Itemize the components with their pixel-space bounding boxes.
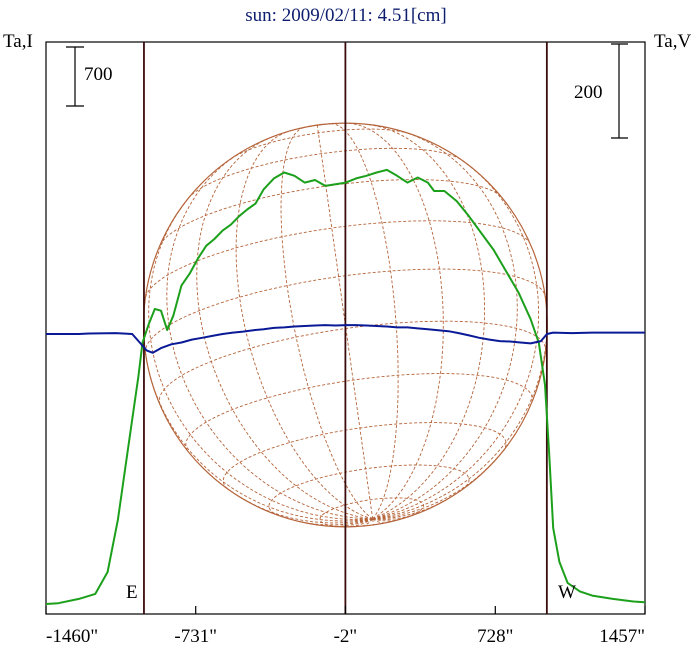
longitude-line: [301, 518, 373, 526]
latitude-line: [144, 268, 546, 354]
longitude-line: [372, 518, 385, 524]
longitude-line: [330, 123, 399, 520]
x-tick-label: -731": [174, 626, 217, 647]
x-tick-label: -1460": [46, 626, 98, 647]
longitude-line: [347, 518, 373, 528]
longitude-line: [348, 122, 444, 520]
left-axis-label: Ta,I: [3, 31, 33, 52]
west-limb-label: W: [558, 582, 576, 603]
latitude-line: [222, 422, 507, 490]
longitude-line: [372, 518, 400, 522]
longitude-line: [166, 151, 373, 520]
longitude-line: [145, 353, 373, 522]
longitude-line: [196, 138, 373, 520]
longitude-line: [372, 518, 374, 525]
chart-title: sun: 2009/02/11: 4.51[cm]: [245, 5, 446, 26]
longitude-line: [372, 501, 443, 520]
longitude-line: [362, 518, 374, 527]
longitude-line: [280, 126, 373, 520]
longitude-line: [329, 518, 373, 527]
x-tick-label: 1457": [599, 626, 645, 647]
latitude-line: [298, 122, 337, 130]
right-scale-bar-label: 200: [574, 82, 603, 103]
intensity-series-line: [45, 168, 646, 605]
x-tick-label: 728": [477, 626, 513, 647]
left-scale-bar-label: 700: [84, 64, 113, 85]
longitude-line: [372, 513, 417, 520]
left-scale-bar: [66, 46, 84, 107]
right-scale-bar: [611, 43, 628, 139]
latitude-line: [185, 373, 533, 451]
longitude-line: [148, 197, 373, 520]
latitude-line: [145, 220, 531, 298]
longitude-line: [372, 296, 548, 520]
solar-disk: [142, 122, 548, 528]
x-tick-label: -2": [334, 626, 358, 647]
longitude-line: [235, 131, 373, 520]
longitude-line: [372, 459, 497, 520]
longitude-line: [237, 495, 373, 524]
longitude-line: [372, 129, 518, 520]
latitude-line: [268, 464, 470, 517]
latitude-line: [187, 147, 462, 199]
latitude-line: [159, 179, 503, 246]
longitude-line: [372, 159, 540, 520]
longitude-line: [368, 124, 486, 520]
latitude-line: [230, 128, 410, 159]
polarization-series-line: [46, 324, 645, 354]
data-series: [45, 168, 646, 605]
right-axis-label: Ta,V: [654, 31, 691, 52]
x-axis-ticks: -1460" -731" -2" 728" 1457": [45, 606, 646, 647]
marker-lines: [143, 42, 548, 614]
east-limb-label: E: [126, 582, 138, 603]
latitude-line: [158, 320, 547, 405]
